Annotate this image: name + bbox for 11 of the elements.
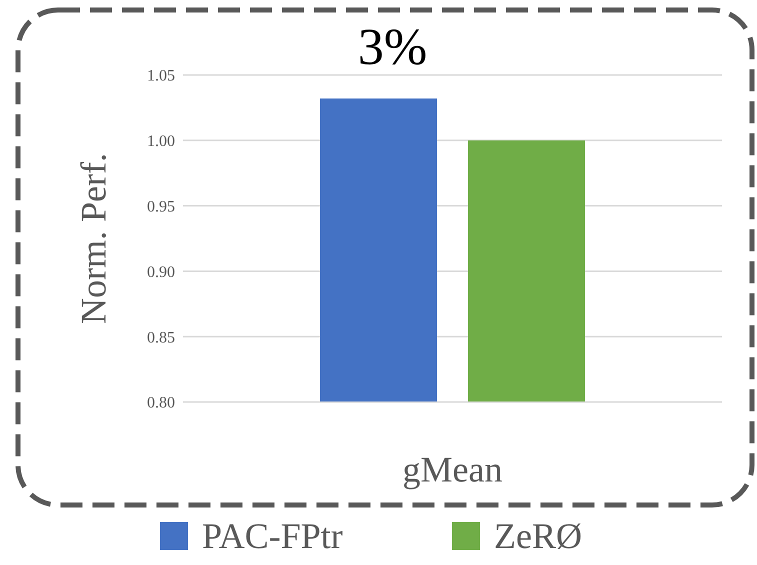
y-tick-label: 0.95 <box>147 198 175 216</box>
y-axis-title: Norm. Perf. <box>73 153 114 324</box>
y-tick-label: 0.90 <box>147 264 175 281</box>
y-tick-label: 0.80 <box>147 394 175 412</box>
y-tick-label: 1.00 <box>147 133 175 150</box>
annotation: 3% <box>356 18 428 77</box>
y-tick-label: 1.05 <box>147 68 175 85</box>
x-tick-label: gMean <box>402 449 502 490</box>
y-tick-label: 0.85 <box>147 329 175 346</box>
legend-label: PAC-FPtr <box>201 515 343 557</box>
legend-label: ZeRØ <box>493 515 582 557</box>
